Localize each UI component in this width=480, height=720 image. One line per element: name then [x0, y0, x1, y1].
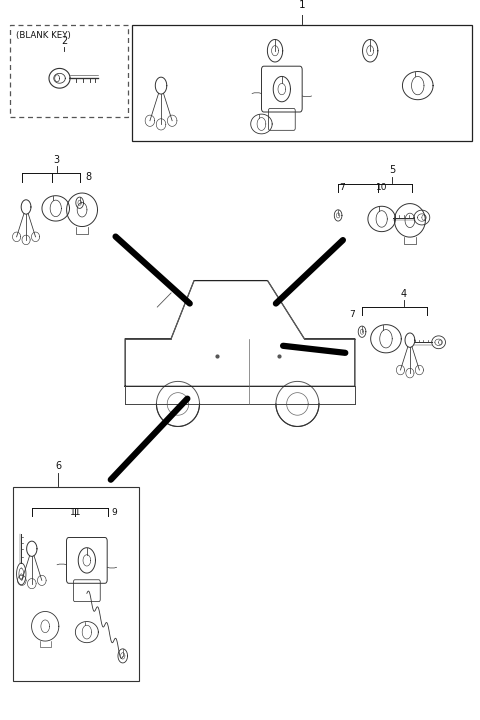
Text: 5: 5	[389, 166, 396, 175]
Text: 1: 1	[299, 0, 306, 9]
Text: 8: 8	[85, 171, 92, 181]
Text: 11: 11	[70, 508, 82, 517]
Text: (BLANK KEY): (BLANK KEY)	[16, 31, 71, 40]
Text: 7: 7	[349, 310, 355, 318]
Text: 3: 3	[54, 155, 60, 165]
Text: 10: 10	[376, 183, 387, 192]
Text: 7: 7	[339, 183, 345, 192]
Text: 9: 9	[111, 508, 117, 517]
Text: 6: 6	[55, 462, 61, 472]
Text: 2: 2	[61, 36, 67, 46]
Text: 4: 4	[401, 289, 407, 299]
